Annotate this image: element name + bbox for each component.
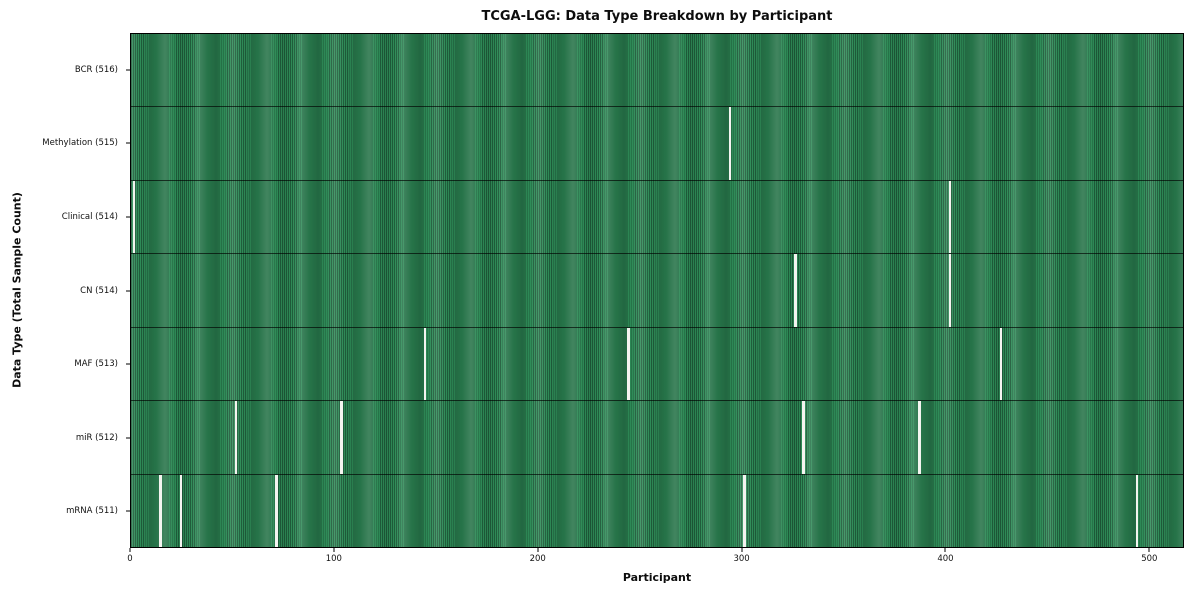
x-tick-mark (944, 548, 946, 552)
y-tick-label-MAF: MAF (513) (74, 359, 118, 370)
absent-gap (179, 474, 183, 547)
y-tick-mark (126, 510, 130, 512)
x-tick-label-200: 200 (529, 554, 546, 564)
absent-gap (159, 474, 162, 547)
absent-gap (234, 401, 237, 474)
y-tick-labels: BCR (516) Methylation (515) Clinical (514)… (0, 33, 122, 548)
row-Methylation (131, 107, 1183, 181)
chart-title: TCGA-LGG: Data Type Breakdown by Partici… (481, 9, 833, 24)
x-tick-mark (741, 548, 743, 552)
absent-gap (275, 474, 278, 547)
rows-container (131, 34, 1183, 547)
y-tick-label-mRNA: mRNA (511) (66, 506, 118, 517)
absent-gap (948, 180, 952, 254)
absent-gap (948, 254, 952, 327)
x-ticks: 0 100 200 300 400 500 (127, 548, 1184, 570)
absent-gap (794, 254, 797, 327)
y-tick-mark (126, 69, 130, 71)
y-tick-mark (126, 216, 130, 218)
y-tick-mark (126, 363, 130, 365)
absent-gap (627, 327, 630, 401)
absent-gap (729, 107, 732, 180)
absent-gap (999, 327, 1003, 401)
x-tick-mark (333, 548, 335, 552)
x-tick-mark (129, 548, 131, 552)
x-tick-label-500: 500 (1141, 554, 1158, 564)
y-tick-label-Methylation: Methylation (515) (42, 138, 118, 149)
row-Clinical (131, 180, 1183, 255)
x-tick-mark (1148, 548, 1150, 552)
row-miR (131, 401, 1183, 475)
row-BCR (131, 34, 1183, 108)
y-tick-marks (126, 33, 130, 548)
absent-gap (802, 401, 805, 474)
x-axis-label: Participant (622, 571, 692, 584)
x-tick-label-300: 300 (733, 554, 750, 564)
row-MAF (131, 327, 1183, 402)
absent-gap (132, 180, 136, 254)
absent-gap (340, 401, 343, 474)
absent-gap (423, 327, 427, 401)
y-tick-label-Clinical: Clinical (514) (61, 211, 118, 222)
y-tick-mark (126, 290, 130, 291)
absent-gap (918, 401, 921, 474)
y-tick-label-miR: miR (512) (75, 432, 118, 443)
plot-area: Present Absent (130, 33, 1184, 548)
x-tick-label-400: 400 (937, 554, 954, 564)
y-tick-label-BCR: BCR (516) (74, 64, 118, 75)
y-tick-mark (126, 437, 130, 439)
x-tick-mark (537, 548, 539, 552)
x-tick-label-0: 0 (127, 554, 133, 564)
y-tick-mark (126, 142, 130, 144)
x-tick-label-100: 100 (325, 554, 342, 564)
y-tick-label-CN: CN (514) (80, 285, 118, 296)
row-mRNA (131, 474, 1183, 547)
absent-gap (743, 474, 746, 547)
absent-gap (1136, 474, 1139, 547)
row-CN (131, 254, 1183, 328)
